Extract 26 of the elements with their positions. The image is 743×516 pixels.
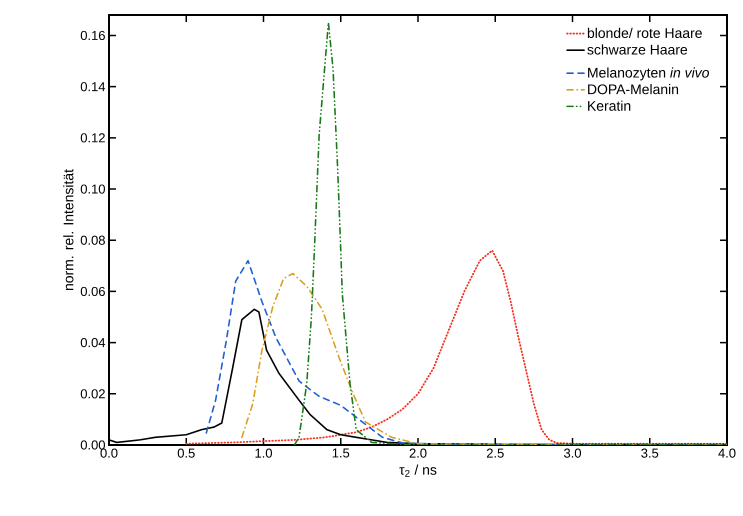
y-tick-label: 0.10	[80, 184, 105, 194]
x-tick-label: 4.0	[718, 448, 736, 458]
legend-label: blonde/ rote Haare	[588, 28, 702, 38]
y-tick-label: 0.14	[80, 82, 106, 92]
x-axis-title: τ$_{2}$ / ns	[399, 464, 436, 477]
legend-label: Keratin	[588, 100, 630, 111]
x-tick-label: 2.5	[486, 448, 504, 458]
x-tick-label: 0.0	[100, 448, 118, 458]
y-tick-label: 0.02	[80, 389, 105, 398]
y-axis-title: norm. rel. Intensität	[63, 169, 74, 290]
y-tick-label: 0.12	[80, 133, 105, 142]
x-tick-label: 1.5	[332, 448, 350, 458]
y-tick-label: 0.00	[80, 440, 105, 450]
line-series	[294, 22, 728, 445]
legend-label: DOPA-Melanin	[588, 84, 678, 94]
x-tick-label: 3.0	[564, 448, 582, 458]
y-tick-label: 0.08	[80, 236, 105, 245]
y-tick-label: 0.06	[80, 286, 105, 296]
y-tick-label: 0.04	[80, 338, 106, 348]
x-tick-label: 3.5	[641, 448, 658, 458]
y-tick-label: 0.16	[80, 30, 105, 40]
legend-label: Melanozyten in vivo	[588, 67, 709, 80]
legend-label: schwarze Haare	[587, 44, 688, 55]
x-tick-label: 0.5	[178, 448, 195, 458]
x-tick-label: 2.0	[410, 448, 427, 458]
x-tick-label: 1.0	[255, 448, 272, 458]
